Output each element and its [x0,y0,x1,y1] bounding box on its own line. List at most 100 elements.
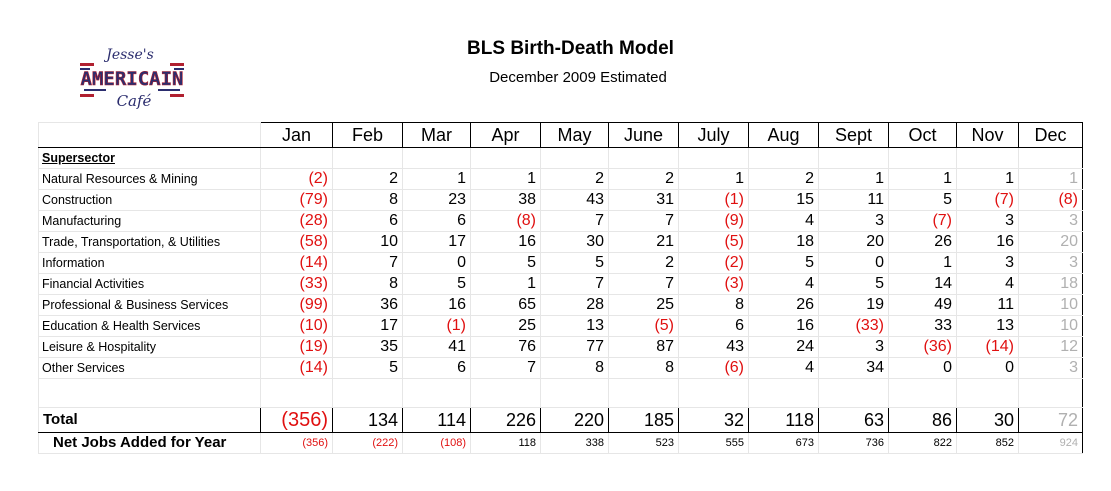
value-cell: 10 [1018,315,1083,337]
table-row: Manufacturing (28) 6 6 (8) 7 7 (9) 4 3 (7) 3 3 [38,210,1083,232]
value-cell: (2) [678,252,749,274]
value-cell: (10) [260,315,333,337]
value-cell: (33) [818,315,889,337]
empty-cell [540,147,609,169]
value-cell: 8 [332,273,403,295]
page-subtitle: December 2009 Estimated [489,69,667,86]
value-cell: 65 [470,294,541,316]
value-cell: 8 [332,189,403,211]
value-cell: 43 [678,336,749,358]
value-cell: 1 [956,168,1019,190]
value-cell: 87 [608,336,679,358]
net-cell: 852 [956,432,1019,454]
total-cell: 226 [470,407,541,433]
value-cell: 8 [540,357,609,379]
value-cell: 0 [956,357,1019,379]
svg-text:Jesse's: Jesse's [103,47,154,63]
value-cell: 5 [888,189,957,211]
value-cell: 2 [540,168,609,190]
value-cell: 13 [956,315,1019,337]
value-cell: 24 [748,336,819,358]
net-jobs-row: Net Jobs Added for Year (356) (222) (108) 11… [38,432,1083,454]
table-row: Information (14) 7 0 5 5 2 (2) 5 0 1 3 3 [38,252,1083,274]
value-cell: 14 [888,273,957,295]
value-cell: (9) [678,210,749,232]
value-cell: 13 [540,315,609,337]
net-cell: 555 [678,432,749,454]
value-cell: 16 [402,294,471,316]
net-cell: (222) [332,432,403,454]
value-cell: 16 [470,231,541,253]
total-cell: (356) [260,407,333,433]
value-cell: 1 [888,168,957,190]
table-row: Construction (79) 8 23 38 43 31 (1) 15 11 5 (7) (8) [38,189,1083,211]
month-header: Nov [956,122,1019,148]
value-cell: 17 [402,231,471,253]
value-cell: 19 [818,294,889,316]
month-header: Dec [1018,122,1083,148]
birth-death-table: Jan Feb Mar Apr May June July Aug Sept Oct Nov Dec S… [38,122,1083,454]
value-cell: 1 [818,168,889,190]
empty-cell [38,378,261,408]
value-cell: 5 [748,252,819,274]
empty-cell [956,147,1019,169]
value-cell: 2 [608,168,679,190]
value-cell: 41 [402,336,471,358]
row-label: Trade, Transportation, & Utilities [38,231,261,253]
value-cell: 18 [748,231,819,253]
month-header: Sept [818,122,889,148]
spacer-row [38,378,1083,408]
value-cell: 5 [540,252,609,274]
row-label: Education & Health Services [38,315,261,337]
value-cell: (79) [260,189,333,211]
value-cell: 4 [748,273,819,295]
value-cell: (14) [260,357,333,379]
value-cell: 23 [402,189,471,211]
value-cell: 8 [678,294,749,316]
empty-cell [470,147,541,169]
value-cell: 3 [818,336,889,358]
total-cell: 63 [818,407,889,433]
row-label: Information [38,252,261,274]
value-cell: 4 [956,273,1019,295]
value-cell: 5 [332,357,403,379]
row-label: Leisure & Hospitality [38,336,261,358]
value-cell: (5) [608,315,679,337]
value-cell: 38 [470,189,541,211]
value-cell: 28 [540,294,609,316]
value-cell: 4 [748,210,819,232]
month-header: Apr [470,122,541,148]
value-cell: 5 [818,273,889,295]
value-cell: 76 [470,336,541,358]
value-cell: 15 [748,189,819,211]
value-cell: (14) [956,336,1019,358]
value-cell: (5) [678,231,749,253]
total-cell: 185 [608,407,679,433]
total-label: Total [38,407,261,433]
total-cell: 86 [888,407,957,433]
empty-cell [1018,378,1083,408]
value-cell: 30 [540,231,609,253]
value-cell: 2 [332,168,403,190]
empty-cell [332,147,403,169]
value-cell: 8 [608,357,679,379]
value-cell: 17 [332,315,403,337]
net-cell: 673 [748,432,819,454]
value-cell: 49 [888,294,957,316]
table-row: Education & Health Services (10) 17 (1) 25 13… [38,315,1083,337]
row-label: Manufacturing [38,210,261,232]
month-header: Mar [402,122,471,148]
total-cell: 30 [956,407,1019,433]
empty-cell [818,147,889,169]
value-cell: (8) [1018,189,1083,211]
value-cell: 1 [402,168,471,190]
value-cell: (8) [470,210,541,232]
value-cell: 7 [540,273,609,295]
empty-cell [540,378,609,408]
value-cell: 26 [748,294,819,316]
value-cell: (1) [678,189,749,211]
table-row: Leisure & Hospitality (19) 35 41 76 77 87 43 24 3… [38,336,1083,358]
value-cell: 1 [1018,168,1083,190]
supersector-header-row: Supersector [38,147,1083,169]
value-cell: 16 [748,315,819,337]
